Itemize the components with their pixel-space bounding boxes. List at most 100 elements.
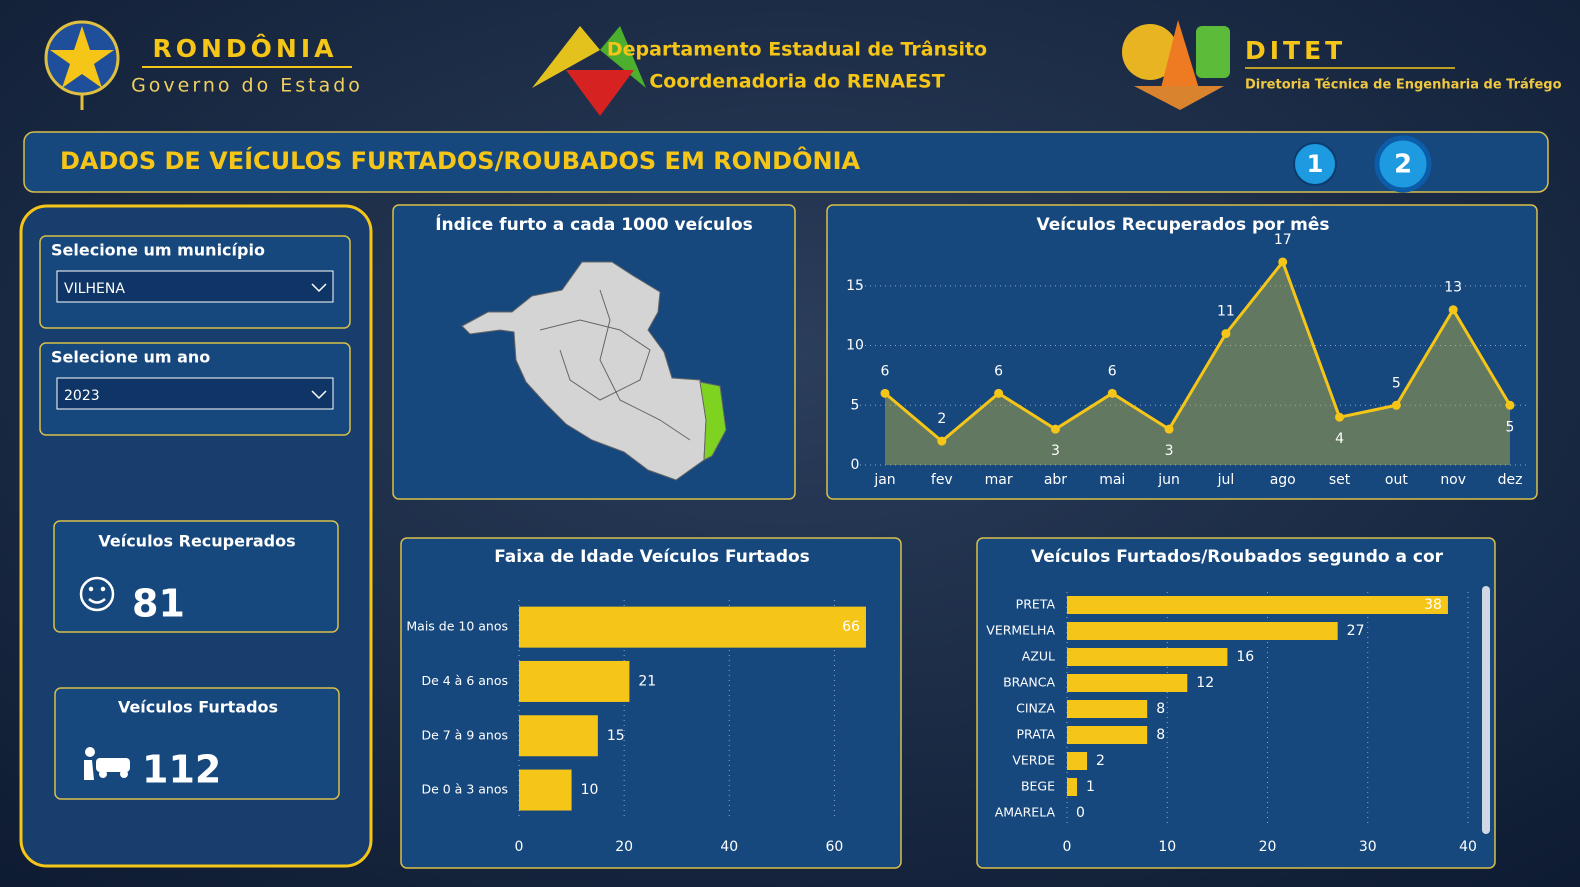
data-label: 3 [1051,443,1060,459]
x-tick-label: 20 [615,839,633,855]
page-button[interactable] [1293,142,1337,186]
y-tick-label: AMARELA [995,805,1056,820]
scrollbar[interactable] [1482,586,1490,834]
state-name: RONDÔNIA [152,33,337,63]
dropdown-arrow[interactable] [311,283,327,293]
dropdown-value[interactable]: VILHENA [64,281,125,297]
data-label: 13 [1444,280,1462,296]
y-tick-label: AZUL [1022,649,1055,664]
data-label: 12 [1196,675,1214,691]
point [937,436,947,446]
y-tick-label: Mais de 10 anos [406,619,508,634]
x-tick-label: 0 [515,839,524,855]
data-label: 27 [1347,623,1365,639]
x-tick-label: jun [1157,472,1180,488]
data-label: 5 [1506,419,1515,435]
bar [519,715,598,757]
kpi-value: 112 [142,748,221,792]
chart-panel [976,537,1496,869]
data-label: 2 [1096,753,1105,769]
bar [1067,674,1188,692]
data-label: 11 [1217,304,1235,320]
map-title: Índice furto a cada 1000 veículos [435,213,753,235]
chart-title: Veículos Recuperados por mês [1036,215,1329,235]
y-tick-label: VERMELHA [986,623,1055,638]
bar [519,660,630,702]
point [994,388,1004,398]
bar [1067,648,1228,666]
ditet-logo [1122,20,1230,110]
data-label: 21 [638,673,656,689]
data-label: 66 [842,619,860,635]
point [1164,424,1174,434]
point [1221,329,1231,339]
dropdown-value[interactable]: 2023 [64,388,100,404]
chart-panel [400,537,902,869]
y-tick-label: BEGE [1021,779,1055,794]
y-tick-label: 10 [846,338,864,354]
x-tick-label: dez [1498,472,1523,488]
y-tick-label: BRANCA [1003,675,1055,690]
point [1278,257,1288,267]
bar [1067,622,1338,640]
data-label: 15 [607,728,625,744]
state-logo [44,20,120,110]
dropdown-arrow[interactable] [311,390,327,400]
point [1050,424,1060,434]
x-tick-label: 10 [1158,839,1176,855]
theft-icon [84,747,130,780]
data-label: 38 [1424,597,1442,613]
x-tick-label: 30 [1359,839,1377,855]
data-label: 6 [1108,363,1117,379]
y-tick-label: VERDE [1012,753,1055,768]
dropdown[interactable] [56,270,334,303]
point [1335,412,1345,422]
x-tick-label: 40 [1459,839,1477,855]
data-label: 0 [1076,805,1085,821]
point [880,388,890,398]
filter-label: Selecione um ano [51,348,210,367]
y-tick-label: PRATA [1016,727,1055,742]
point [1505,400,1515,410]
x-tick-label: 60 [826,839,844,855]
bar [1067,700,1148,718]
data-label: 5 [1392,375,1401,391]
kpi-label: Veículos Recuperados [98,532,295,551]
chart-panel [826,204,1538,500]
bar [1067,596,1448,614]
data-label: 16 [1236,649,1254,665]
x-tick-label: 0 [1063,839,1072,855]
smile-icon [79,576,115,612]
y-tick-label: 15 [846,278,864,294]
y-tick-label: 0 [851,457,860,473]
y-tick-label: De 7 à 9 anos [421,727,508,742]
page-number[interactable]: 2 [1394,150,1412,180]
x-tick-label: mai [1099,472,1125,488]
data-label: 4 [1335,431,1344,447]
dashboard-title: DADOS DE VEÍCULOS FURTADOS/ROUBADOS EM R… [60,145,861,175]
y-tick-label: De 0 à 3 anos [421,782,508,797]
page-number[interactable]: 1 [1307,150,1324,178]
data-label: 1 [1086,779,1095,795]
title-bar [23,131,1549,193]
state-sub: Governo do Estado [131,75,363,97]
x-tick-label: abr [1044,472,1067,488]
data-label: 8 [1156,701,1165,717]
y-tick-label: CINZA [1016,701,1055,716]
data-label: 10 [581,782,599,798]
point [1107,388,1117,398]
filter-label: Selecione um município [51,241,265,260]
bar [519,606,866,648]
dropdown[interactable] [56,377,334,410]
x-tick-label: fev [931,472,953,488]
dept-line2: Coordenadoria do RENAEST [649,71,944,93]
data-label: 3 [1165,443,1174,459]
kpi-value: 81 [132,582,185,626]
page-button[interactable] [1374,135,1432,193]
ditet-name: DITET [1245,36,1346,65]
state-map [461,261,727,481]
line [884,258,1512,444]
dept-line1: Departamento Estadual de Trânsito [607,39,987,61]
chart-title: Faixa de Idade Veículos Furtados [494,547,810,567]
